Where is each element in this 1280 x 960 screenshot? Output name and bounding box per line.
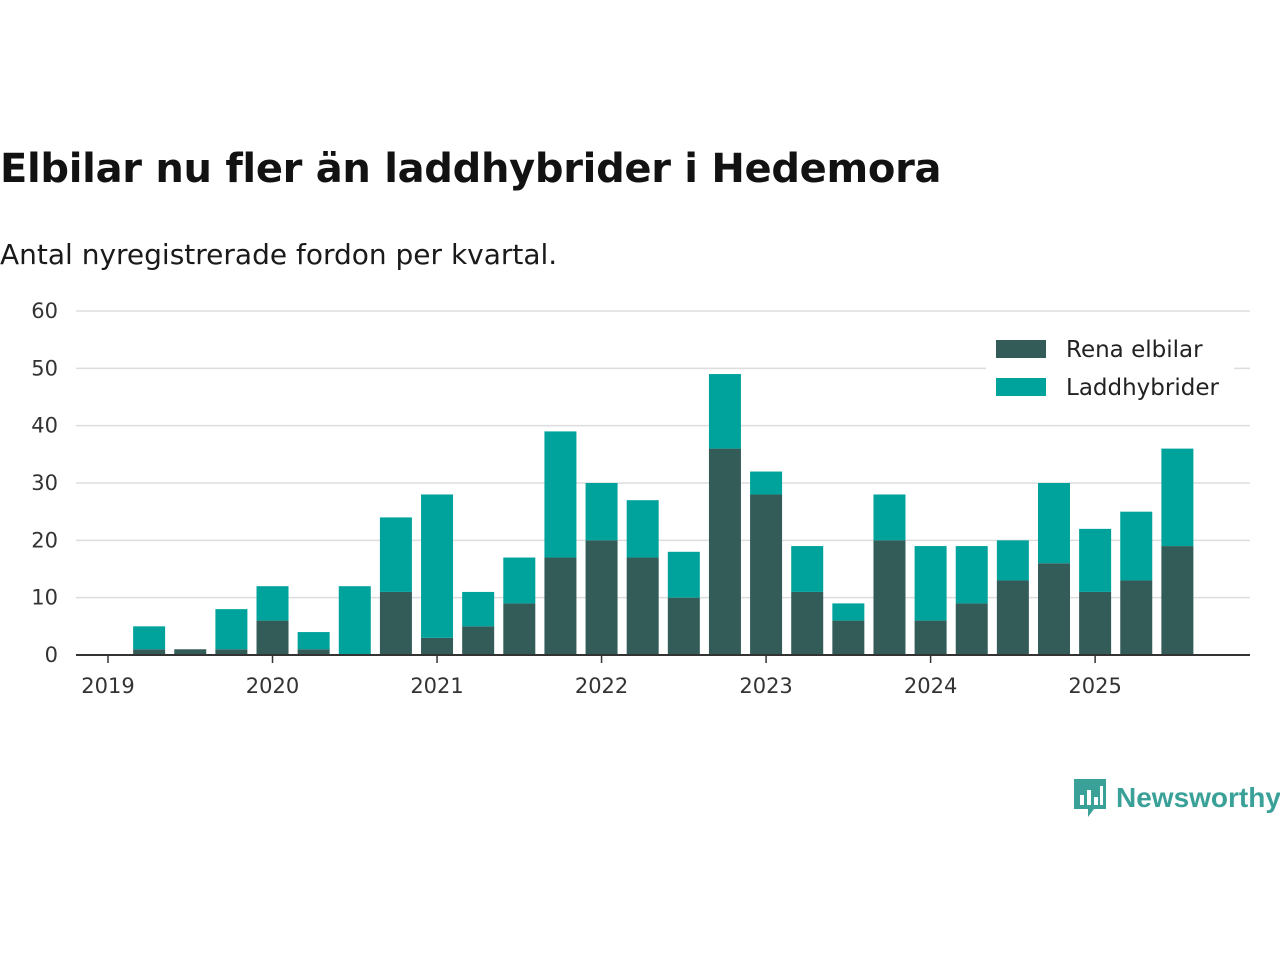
brand-logo: Newsworthy	[1072, 776, 1280, 820]
bar-laddhybrider-5	[297, 632, 330, 650]
bar-laddhybrider-26	[1161, 448, 1194, 547]
stacked-bar-chart: 0 10 20 30 40 50 60 2019 2020 2021 2022 2023 2024 202…	[31, 299, 1250, 698]
bar-laddhybrider-6	[338, 586, 371, 655]
y-tick-label-20: 20	[31, 528, 58, 552]
bar-rena-elbilar-4	[256, 620, 289, 655]
legend-swatch-rena-elbilar	[996, 340, 1046, 358]
x-tick-label-2019: 2019	[81, 674, 134, 698]
bar-laddhybrider-7	[379, 517, 412, 592]
brand-name: Newsworthy	[1116, 782, 1280, 813]
bar-laddhybrider-10	[503, 557, 536, 604]
y-tick-label-10: 10	[31, 586, 58, 610]
bar-laddhybrider-15	[708, 374, 741, 449]
x-tick-label-2020: 2020	[246, 674, 299, 698]
bar-rena-elbilar-1	[133, 649, 166, 655]
bar-laddhybrider-23	[1037, 483, 1070, 564]
x-tick-label-2024: 2024	[904, 674, 957, 698]
bar-rena-elbilar-14	[667, 597, 700, 655]
bar-laddhybrider-17	[791, 546, 824, 592]
bar-rena-elbilar-26	[1161, 546, 1194, 655]
y-tick-label-0: 0	[45, 643, 58, 667]
bar-laddhybrider-4	[256, 586, 289, 621]
bar-rena-elbilar-11	[544, 557, 577, 655]
bar-laddhybrider-8	[421, 494, 454, 638]
legend-swatch-laddhybrider	[996, 378, 1046, 396]
bar-rena-elbilar-9	[462, 626, 495, 655]
bar-laddhybrider-16	[750, 471, 783, 495]
x-tick-label-2025: 2025	[1068, 674, 1121, 698]
x-tick-label-2023: 2023	[739, 674, 792, 698]
bar-laddhybrider-20	[914, 546, 947, 621]
bar-rena-elbilar-23	[1037, 563, 1070, 655]
bar-rena-elbilar-24	[1079, 591, 1112, 655]
bar-rena-elbilar-21	[955, 603, 988, 655]
bar-rena-elbilar-17	[791, 591, 824, 655]
bar-rena-elbilar-12	[585, 540, 618, 655]
x-tick-label-2021: 2021	[410, 674, 463, 698]
legend: Rena elbilar Laddhybrider	[986, 328, 1234, 410]
bar-laddhybrider-12	[585, 483, 618, 541]
bar-rena-elbilar-22	[996, 580, 1029, 655]
chart-subtitle: Antal nyregistrerade fordon per kvartal.	[0, 238, 558, 271]
bar-laddhybrider-18	[832, 603, 865, 621]
y-tick-label-30: 30	[31, 471, 58, 495]
legend-label-laddhybrider: Laddhybrider	[1066, 375, 1219, 401]
y-tick-label-50: 50	[31, 356, 58, 380]
x-tick-label-2022: 2022	[575, 674, 628, 698]
bar-rena-elbilar-18	[832, 620, 865, 655]
bar-laddhybrider-22	[996, 540, 1029, 581]
bar-laddhybrider-19	[873, 494, 906, 541]
bar-laddhybrider-9	[462, 591, 495, 627]
bar-laddhybrider-24	[1079, 528, 1112, 592]
bar-rena-elbilar-16	[750, 494, 783, 655]
bar-rena-elbilar-7	[379, 591, 412, 655]
bar-laddhybrider-14	[667, 551, 700, 598]
bar-laddhybrider-1	[133, 626, 166, 650]
bar-rena-elbilar-2	[174, 649, 207, 655]
bar-laddhybrider-3	[215, 609, 248, 650]
axis-layer: 0 10 20 30 40 50 60 2019 2020 2021 2022 2023 2024 202…	[31, 299, 1250, 698]
bar-laddhybrider-21	[955, 546, 988, 604]
bar-rena-elbilar-3	[215, 649, 248, 655]
bar-chart-bubble-icon	[1074, 779, 1106, 817]
chart-title: Elbilar nu fler än laddhybrider i Hedemo…	[0, 146, 942, 192]
bar-rena-elbilar-13	[626, 557, 659, 655]
bar-rena-elbilar-8	[421, 637, 454, 655]
bar-laddhybrider-25	[1120, 511, 1153, 581]
bar-rena-elbilar-15	[708, 448, 741, 655]
bar-rena-elbilar-20	[914, 620, 947, 655]
bar-rena-elbilar-19	[873, 540, 906, 655]
bar-rena-elbilar-25	[1120, 580, 1153, 655]
bars-layer	[133, 374, 1194, 655]
bar-rena-elbilar-10	[503, 603, 536, 655]
bar-rena-elbilar-5	[297, 649, 330, 655]
y-tick-label-60: 60	[31, 299, 58, 323]
bar-laddhybrider-11	[544, 431, 577, 558]
y-tick-label-40: 40	[31, 414, 58, 438]
legend-label-rena-elbilar: Rena elbilar	[1066, 337, 1203, 363]
bar-laddhybrider-13	[626, 500, 659, 558]
